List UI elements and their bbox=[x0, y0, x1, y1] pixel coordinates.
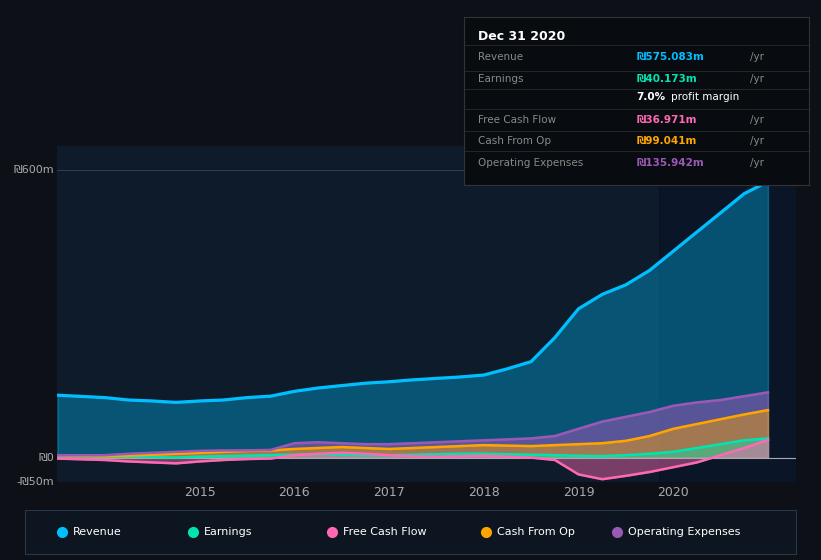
Text: /yr: /yr bbox=[750, 115, 764, 125]
Text: ₪99.041m: ₪99.041m bbox=[636, 136, 697, 146]
Text: /yr: /yr bbox=[750, 158, 764, 168]
Text: ₪40.173m: ₪40.173m bbox=[636, 74, 697, 84]
Text: Earnings: Earnings bbox=[478, 74, 523, 84]
Text: ₪0: ₪0 bbox=[38, 452, 54, 463]
Text: Free Cash Flow: Free Cash Flow bbox=[478, 115, 556, 125]
Text: ₪36.971m: ₪36.971m bbox=[636, 115, 697, 125]
Text: Dec 31 2020: Dec 31 2020 bbox=[478, 30, 565, 43]
Text: /yr: /yr bbox=[750, 74, 764, 84]
Text: 7.0%: 7.0% bbox=[636, 92, 665, 101]
Text: Cash From Op: Cash From Op bbox=[497, 527, 575, 537]
Text: Free Cash Flow: Free Cash Flow bbox=[342, 527, 426, 537]
Text: Earnings: Earnings bbox=[204, 527, 252, 537]
Text: Revenue: Revenue bbox=[72, 527, 122, 537]
Text: Revenue: Revenue bbox=[478, 52, 523, 62]
Text: ₪135.942m: ₪135.942m bbox=[636, 158, 704, 168]
Text: -₪50m: -₪50m bbox=[16, 477, 54, 487]
Text: ₪600m: ₪600m bbox=[13, 165, 54, 175]
Text: Cash From Op: Cash From Op bbox=[478, 136, 551, 146]
Text: ₪575.083m: ₪575.083m bbox=[636, 52, 704, 62]
Text: Operating Expenses: Operating Expenses bbox=[628, 527, 741, 537]
Text: Operating Expenses: Operating Expenses bbox=[478, 158, 583, 168]
Text: /yr: /yr bbox=[750, 52, 764, 62]
Text: /yr: /yr bbox=[750, 136, 764, 146]
Bar bbox=[659, 146, 796, 482]
Text: profit margin: profit margin bbox=[671, 92, 739, 101]
